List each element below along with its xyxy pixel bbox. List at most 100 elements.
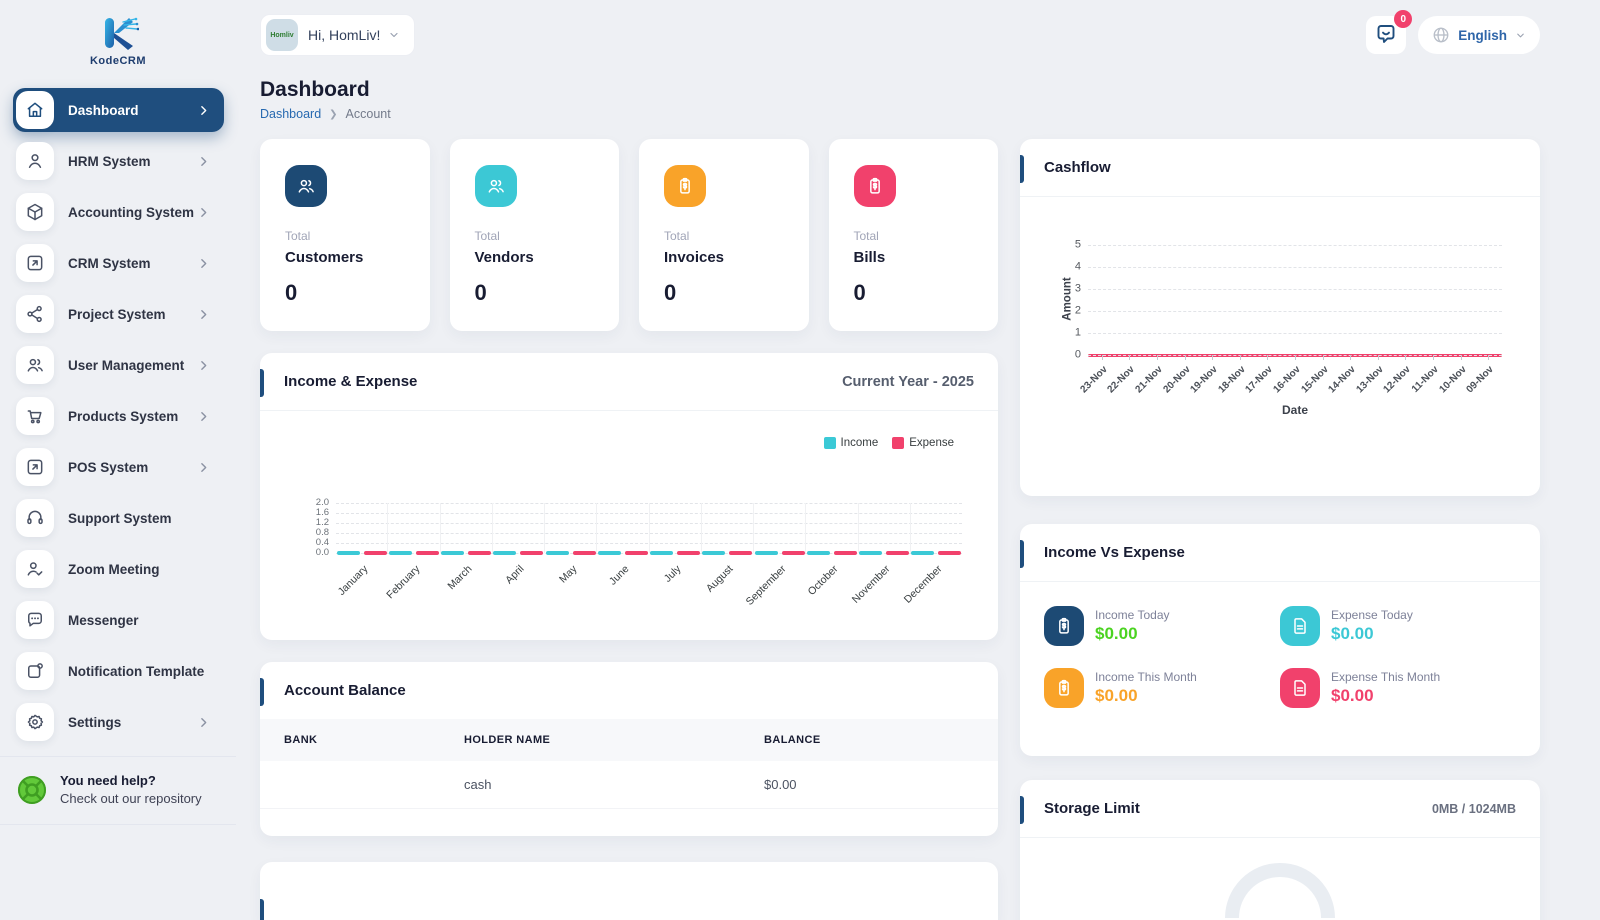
gridline	[1088, 267, 1502, 268]
kodecrm-logo-icon	[97, 14, 139, 54]
user-greeting: Hi, HomLiv!	[308, 27, 381, 43]
gridline	[1088, 289, 1502, 290]
legend-item-income[interactable]: Income	[823, 437, 879, 449]
expense-bar	[677, 551, 701, 555]
people-icon	[16, 346, 54, 384]
expense-bar	[833, 551, 857, 555]
sidebar-item-support-system[interactable]: Support System	[13, 496, 224, 540]
income-bar	[911, 551, 935, 555]
legend-label: Income	[840, 437, 879, 449]
ive-label: Income This Month	[1095, 670, 1197, 684]
sidebar-item-hrm-system[interactable]: HRM System	[13, 139, 224, 183]
legend-item-expense[interactable]: Expense	[892, 437, 954, 449]
income-bar	[597, 551, 621, 555]
chevron-right-icon	[197, 716, 210, 729]
month-slot: June	[597, 503, 650, 588]
stat-card-customers: Total Customers 0	[260, 139, 430, 331]
chevron-right-icon	[197, 257, 210, 270]
y-axis-tick-label: 0	[1074, 348, 1081, 361]
income-bar	[493, 551, 517, 555]
axis-tick	[1101, 355, 1103, 360]
date-slot: 13-Nov	[1354, 245, 1392, 395]
column-header-balance: BALANCE	[764, 734, 821, 746]
sidebar-item-products-system[interactable]: Products System	[13, 394, 224, 438]
table-cell	[284, 777, 464, 792]
frame-icon	[16, 448, 54, 486]
cart-icon	[16, 397, 54, 435]
stat-name: Vendors	[474, 249, 534, 266]
gridline	[1088, 245, 1502, 246]
month-slot: January	[335, 503, 389, 598]
y-axis-tick-label: 0.8	[315, 526, 329, 538]
table-header-row: BANK HOLDER NAME BALANCE	[260, 719, 998, 761]
expense-bar	[468, 551, 492, 555]
user-menu-button[interactable]: Homliv Hi, HomLiv!	[260, 14, 416, 56]
chart-legend: Income Expense	[823, 437, 954, 449]
expense-bar	[886, 551, 910, 555]
y-axis-tick-label: 4	[1074, 260, 1081, 273]
ive-label: Expense This Month	[1331, 670, 1441, 684]
sidebar-item-accounting-system[interactable]: Accounting System	[13, 190, 224, 234]
sidebar-item-label: HRM System	[68, 153, 151, 169]
date-slot: 20-Nov	[1161, 245, 1199, 395]
chevron-right-icon	[197, 155, 210, 168]
share-icon	[16, 295, 54, 333]
storage-limit-title: Storage Limit	[1044, 800, 1140, 817]
sidebar-item-dashboard[interactable]: Dashboard	[13, 88, 224, 132]
sidebar-item-user-management[interactable]: User Management	[13, 343, 224, 387]
breadcrumb-dashboard-link[interactable]: Dashboard	[260, 107, 322, 121]
axis-tick	[1129, 355, 1131, 360]
date-slot: 17-Nov	[1244, 245, 1282, 395]
stat-value: 0	[474, 280, 487, 305]
sidebar-item-notification-template[interactable]: Notification Template	[13, 649, 224, 693]
axis-tick	[1377, 355, 1379, 360]
account-balance-card: Account Balance BANK HOLDER NAME BALANCE c…	[260, 662, 998, 836]
cashflow-y-axis-title: Amount	[1061, 277, 1074, 322]
sidebar-item-label: Support System	[68, 510, 172, 526]
stat-card-bills: Total Bills 0	[828, 139, 998, 331]
stat-card-vendors: Total Vendors 0	[449, 139, 619, 331]
chevron-down-icon	[388, 29, 400, 41]
invoice-icon	[1044, 606, 1084, 646]
sidebar-item-settings[interactable]: Settings	[13, 700, 224, 744]
help-box[interactable]: You need help? Check out our repository	[0, 771, 236, 806]
income-bar	[441, 551, 465, 555]
month-slot: September	[743, 503, 807, 608]
sidebar-item-label: Settings	[68, 714, 122, 730]
column-header-holder-name: HOLDER NAME	[464, 734, 551, 746]
sidebar-item-messenger[interactable]: Messenger	[13, 598, 224, 642]
frame-icon	[16, 244, 54, 282]
card-accent-bar	[1020, 796, 1024, 824]
sidebar-item-pos-system[interactable]: POS System	[13, 445, 224, 489]
chevron-right-icon	[197, 359, 210, 372]
y-axis-tick-label: 1.2	[315, 516, 329, 528]
brand-logo[interactable]: KodeCRM	[0, 10, 236, 88]
ive-item-income-this-month: Income This Month $0.00	[1044, 668, 1280, 708]
income-bar	[545, 551, 569, 555]
stat-value: 0	[664, 280, 677, 305]
month-slot: February	[384, 503, 441, 601]
messages-button[interactable]: 0	[1366, 10, 1413, 54]
chevron-right-icon	[197, 410, 210, 423]
month-slot: April	[493, 503, 545, 586]
help-subtitle[interactable]: Check out our repository	[60, 791, 202, 806]
card-accent-bar	[1020, 155, 1024, 183]
axis-tick	[1488, 355, 1490, 360]
month-slot: August	[702, 503, 754, 595]
income-bar	[754, 551, 778, 555]
sidebar-item-zoom-meeting[interactable]: Zoom Meeting	[13, 547, 224, 591]
sidebar-item-crm-system[interactable]: CRM System	[13, 241, 224, 285]
date-slot: 23-Nov	[1078, 245, 1116, 395]
axis-tick	[1156, 355, 1158, 360]
expense-bar	[624, 551, 648, 555]
income-expense-card: Income & Expense Current Year - 2025 Inc…	[260, 353, 998, 640]
ive-label: Expense Today	[1331, 608, 1413, 622]
chevron-right-icon	[197, 308, 210, 321]
storage-gauge	[1225, 863, 1335, 918]
divider	[1020, 196, 1540, 197]
y-axis-tick-label: 0.0	[315, 546, 329, 558]
storage-usage-label: 0MB / 1024MB	[1431, 801, 1516, 816]
sidebar-item-project-system[interactable]: Project System	[13, 292, 224, 336]
language-selector[interactable]: English	[1418, 16, 1540, 54]
breadcrumb-separator-icon: ❯	[329, 108, 338, 120]
